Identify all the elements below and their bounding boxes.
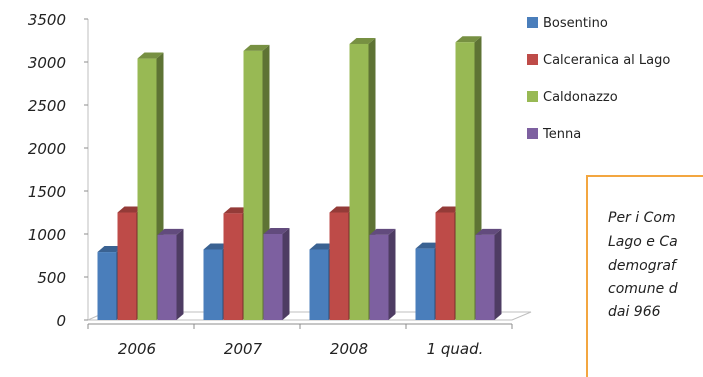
bar bbox=[157, 234, 177, 320]
y-tick-label: 2000 bbox=[28, 140, 66, 158]
bar bbox=[369, 234, 389, 320]
legend-swatch bbox=[527, 128, 538, 139]
bar bbox=[97, 252, 117, 320]
note-line: dai 966 bbox=[608, 304, 661, 320]
bar bbox=[203, 249, 223, 320]
y-tick-label: 500 bbox=[37, 269, 66, 287]
y-tick-label: 3000 bbox=[28, 54, 66, 72]
bar bbox=[137, 58, 157, 321]
bar bbox=[415, 248, 435, 320]
note-box: Per i Com Lago e Ca demograf comune d da… bbox=[586, 175, 703, 377]
bar-top bbox=[349, 37, 376, 44]
y-tick-label: 1000 bbox=[28, 226, 66, 244]
bar-side bbox=[176, 228, 184, 320]
note-line: Per i Com bbox=[608, 210, 676, 226]
bar-top bbox=[369, 228, 396, 235]
legend-label: Bosentino bbox=[543, 16, 608, 31]
legend-swatch bbox=[527, 91, 538, 102]
bar bbox=[349, 43, 369, 320]
legend: Bosentino Calceranica al Lago Caldonazzo Te… bbox=[527, 16, 670, 142]
bar-top bbox=[157, 228, 184, 235]
note-line: demograf bbox=[608, 258, 676, 274]
legend-swatch bbox=[527, 54, 538, 65]
bar-top bbox=[117, 206, 144, 213]
legend-swatch bbox=[527, 17, 538, 28]
note-line: Lago e Ca bbox=[608, 234, 678, 250]
bars bbox=[97, 36, 502, 321]
bar bbox=[223, 213, 243, 320]
bar-top bbox=[263, 228, 290, 234]
x-tick-label: 2006 bbox=[118, 340, 156, 358]
bar-top bbox=[223, 207, 250, 214]
legend-label: Caldonazzo bbox=[543, 90, 618, 105]
legend-label: Tenna bbox=[542, 127, 581, 142]
bar bbox=[455, 42, 475, 320]
bar-top bbox=[415, 242, 442, 249]
bar-top bbox=[329, 206, 356, 213]
legend-label: Calceranica al Lago bbox=[543, 53, 670, 68]
y-tick-label: 2500 bbox=[28, 97, 66, 115]
bar-side bbox=[388, 228, 396, 320]
x-tick-label: 1 quad. bbox=[427, 340, 484, 358]
bar-top bbox=[203, 243, 230, 250]
bar-top bbox=[455, 36, 482, 43]
bar bbox=[309, 249, 329, 320]
bar bbox=[243, 50, 263, 320]
chart: 3500 3000 2500 2000 1500 1000 500 0 2006 2007 2008… bbox=[28, 11, 671, 358]
bar-top bbox=[243, 44, 270, 51]
bar-top bbox=[309, 243, 336, 250]
bar-top bbox=[475, 228, 502, 235]
note-line: comune d bbox=[608, 281, 678, 297]
y-tick-label: 1500 bbox=[28, 183, 66, 201]
x-tick-label: 2007 bbox=[224, 340, 263, 358]
tick-labels: 3500 3000 2500 2000 1500 1000 500 0 2006 2007 2008… bbox=[28, 11, 484, 358]
bar-top bbox=[435, 206, 462, 213]
bar-side bbox=[494, 228, 502, 320]
bar-top bbox=[97, 246, 124, 253]
y-tick-label: 3500 bbox=[28, 11, 66, 29]
bar bbox=[329, 212, 349, 320]
bar bbox=[475, 234, 495, 320]
bar bbox=[117, 212, 137, 320]
y-tick-label: 0 bbox=[56, 312, 66, 330]
bar-top bbox=[137, 52, 164, 59]
bar bbox=[263, 234, 283, 320]
bar-side bbox=[282, 228, 290, 320]
bar bbox=[435, 212, 455, 320]
x-tick-label: 2008 bbox=[330, 340, 368, 358]
